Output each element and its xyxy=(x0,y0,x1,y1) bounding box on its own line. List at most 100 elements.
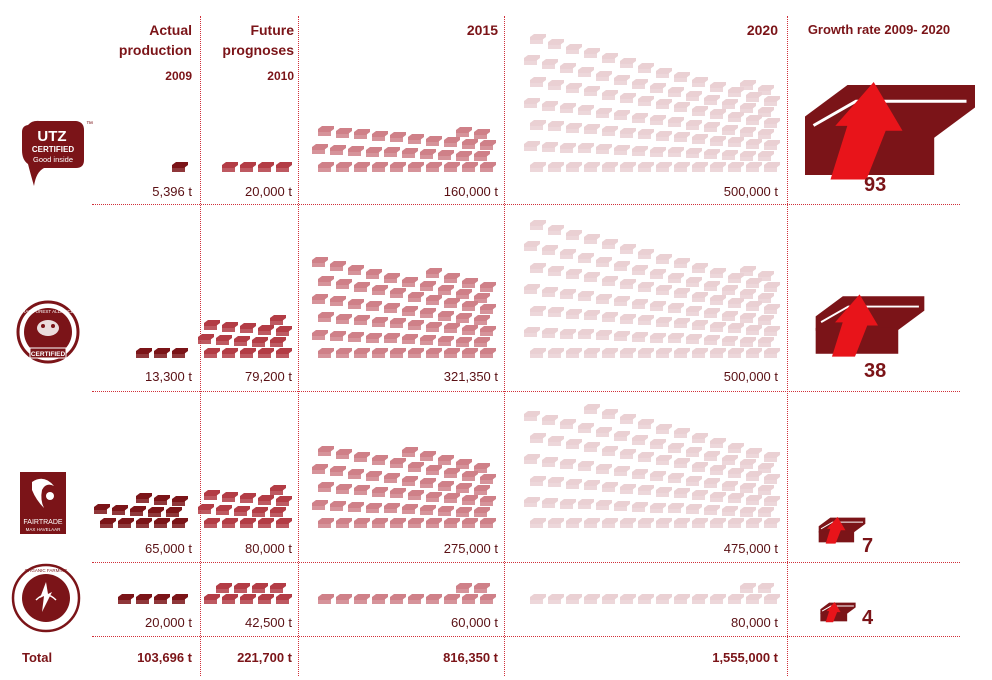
chocolate-piece xyxy=(390,162,406,172)
chocolate-piece xyxy=(728,443,744,453)
chocolate-piece xyxy=(692,490,708,500)
chocolate-piece xyxy=(764,96,780,106)
chocolate-piece xyxy=(172,518,188,528)
chocolate-piece xyxy=(474,315,490,325)
chocolate-piece xyxy=(584,162,600,172)
chocolate-piece xyxy=(462,594,478,604)
chocolate-piece xyxy=(596,294,612,304)
chocolate-piece xyxy=(674,132,690,142)
row-divider xyxy=(92,391,960,392)
chocolate-piece xyxy=(258,495,274,505)
chocolate-piece xyxy=(566,479,582,489)
chocolate-piece xyxy=(252,507,268,517)
chocolate-piece xyxy=(252,583,268,593)
chocolate-piece xyxy=(166,507,182,517)
chocolate-piece xyxy=(276,162,292,172)
chocolate-piece xyxy=(426,136,442,146)
chocolate-piece xyxy=(758,293,774,303)
chocolate-piece xyxy=(474,485,490,495)
chocolate-piece xyxy=(704,122,720,132)
chocolate-piece xyxy=(456,337,472,347)
chocolate-piece xyxy=(758,485,774,495)
growth-arrow xyxy=(831,294,878,357)
chocolate-piece xyxy=(740,483,756,493)
chocolate-piece xyxy=(336,518,352,528)
chocolate-piece xyxy=(656,594,672,604)
chocolate-piece xyxy=(620,314,636,324)
chocolate-piece xyxy=(456,151,472,161)
chocolate-piece xyxy=(566,348,582,358)
chocolate-piece xyxy=(480,282,496,292)
growth-arrow xyxy=(825,602,841,623)
chocolate-piece xyxy=(710,109,726,119)
chocolate-piece xyxy=(566,439,582,449)
chocolate-piece xyxy=(578,67,594,77)
chocolate-piece xyxy=(722,311,738,321)
chocolate-piece xyxy=(530,77,546,87)
chocolate-piece xyxy=(548,594,564,604)
header-growth-label: Growth rate 2009- 2020 xyxy=(807,22,951,37)
chocolate-piece xyxy=(710,348,726,358)
chocolate-piece xyxy=(692,320,708,330)
chocolate-piece xyxy=(722,99,738,109)
chocolate-piece xyxy=(656,131,672,141)
chocolate-piece xyxy=(614,331,630,341)
utz-logo-certified: CERTIFIED xyxy=(32,145,74,154)
chocolate-piece xyxy=(276,348,292,358)
chocolate-piece xyxy=(530,34,546,44)
chocolate-piece xyxy=(710,162,726,172)
chocolate-piece xyxy=(438,150,454,160)
header-actual: Actual production 2009 xyxy=(100,20,192,86)
chocolate-piece xyxy=(276,594,292,604)
chocolate-piece xyxy=(686,334,702,344)
chocolate-piece xyxy=(426,295,442,305)
total-2010: 221,700 t xyxy=(237,650,292,665)
organic-2009: 20,000 t xyxy=(145,615,192,630)
chocolate-piece xyxy=(480,162,496,172)
chocolate-piece xyxy=(258,594,274,604)
chocolate-piece xyxy=(740,103,756,113)
chocolate-piece xyxy=(474,337,490,347)
chocolate-piece xyxy=(548,436,564,446)
chocolate-piece xyxy=(560,289,576,299)
chocolate-piece xyxy=(318,594,334,604)
chocolate-piece xyxy=(746,139,762,149)
chocolate-piece xyxy=(390,318,406,328)
chocolate-piece xyxy=(596,427,612,437)
chocolate-piece xyxy=(632,435,648,445)
chocolate-piece xyxy=(620,162,636,172)
chocolate-piece xyxy=(204,518,220,528)
chocolate-piece xyxy=(524,284,540,294)
chocolate-piece xyxy=(390,288,406,298)
chocolate-piece xyxy=(318,312,334,322)
chocolate-piece xyxy=(650,83,666,93)
chocolate-piece xyxy=(318,446,334,456)
chocolate-piece xyxy=(530,518,546,528)
chocolate-piece xyxy=(620,518,636,528)
chocolate-piece xyxy=(456,127,472,137)
chocolate-piece xyxy=(692,263,708,273)
chocolate-piece xyxy=(656,455,672,465)
chocolate-piece xyxy=(474,293,490,303)
chocolate-piece xyxy=(668,273,684,283)
chocolate-piece xyxy=(638,315,654,325)
chocolate-piece xyxy=(366,269,382,279)
utz-2015: 160,000 t xyxy=(443,184,498,199)
chocolate-piece xyxy=(118,518,134,528)
chocolate-piece xyxy=(348,299,364,309)
chocolate-piece xyxy=(312,144,328,154)
chocolate-piece xyxy=(746,325,762,335)
chocolate-piece xyxy=(728,493,744,503)
chocolate-piece xyxy=(408,134,424,144)
chocolate-piece xyxy=(668,443,684,453)
rainforest-2010: 79,200 t xyxy=(245,369,292,384)
chocolate-piece xyxy=(758,337,774,347)
fairtrade-logo-text: FAIRTRADE xyxy=(23,519,62,526)
chocolate-piece xyxy=(758,129,774,139)
chocolate-piece xyxy=(692,462,708,472)
chocolate-piece xyxy=(584,272,600,282)
chocolate-piece xyxy=(722,481,738,491)
chocolate-piece xyxy=(602,409,618,419)
utz-growth: 93 xyxy=(864,174,887,196)
chocolate-piece xyxy=(354,485,370,495)
